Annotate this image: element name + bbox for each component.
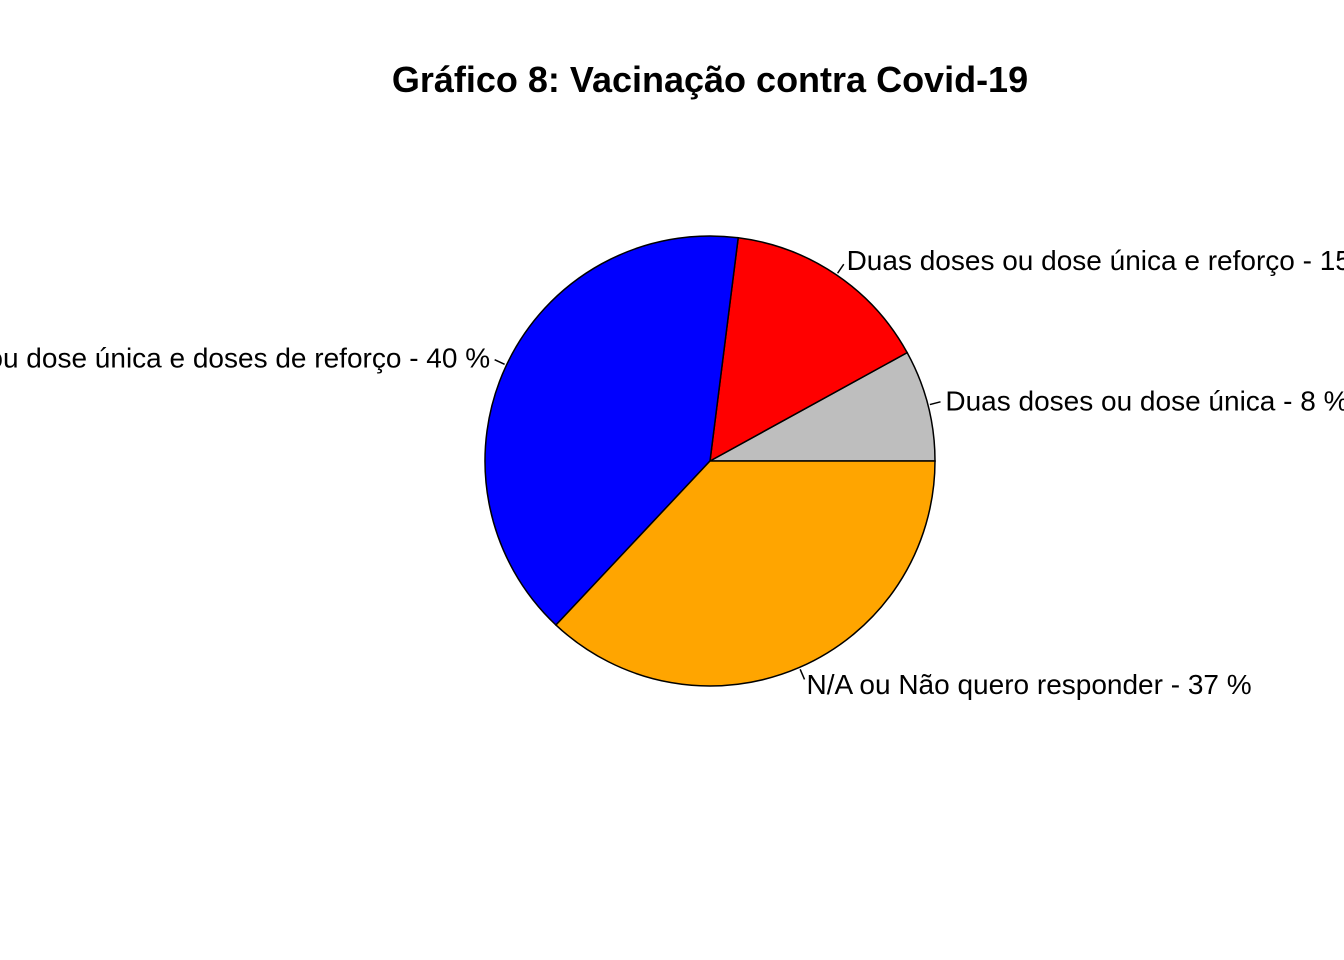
pie-slices — [484, 235, 936, 687]
pie-slice-1 — [709, 351, 936, 462]
slice-label-3: Duas doses ou dose única e doses de refo… — [0, 343, 490, 374]
slice-labels: Duas doses ou dose única - 8 % Duas doses… — [0, 245, 1344, 700]
label-tick-4 — [799, 669, 806, 680]
pie-slice-3 — [484, 235, 740, 627]
label-tick-1 — [929, 401, 941, 406]
slice-label-1: Duas doses ou dose única - 8 % — [945, 386, 1344, 417]
chart-title: Gráfico 8: Vacinação contra Covid-19 — [392, 59, 1028, 100]
label-tick-2 — [836, 263, 845, 274]
label-tick-3 — [494, 358, 505, 366]
label-ticks — [494, 263, 941, 680]
slice-label-4: N/A ou Não quero responder - 37 % — [807, 669, 1252, 700]
pie-slice-2 — [709, 236, 909, 463]
slice-label-2: Duas doses ou dose única e reforço - 15 … — [847, 245, 1344, 276]
pie-slice-4 — [554, 460, 936, 687]
